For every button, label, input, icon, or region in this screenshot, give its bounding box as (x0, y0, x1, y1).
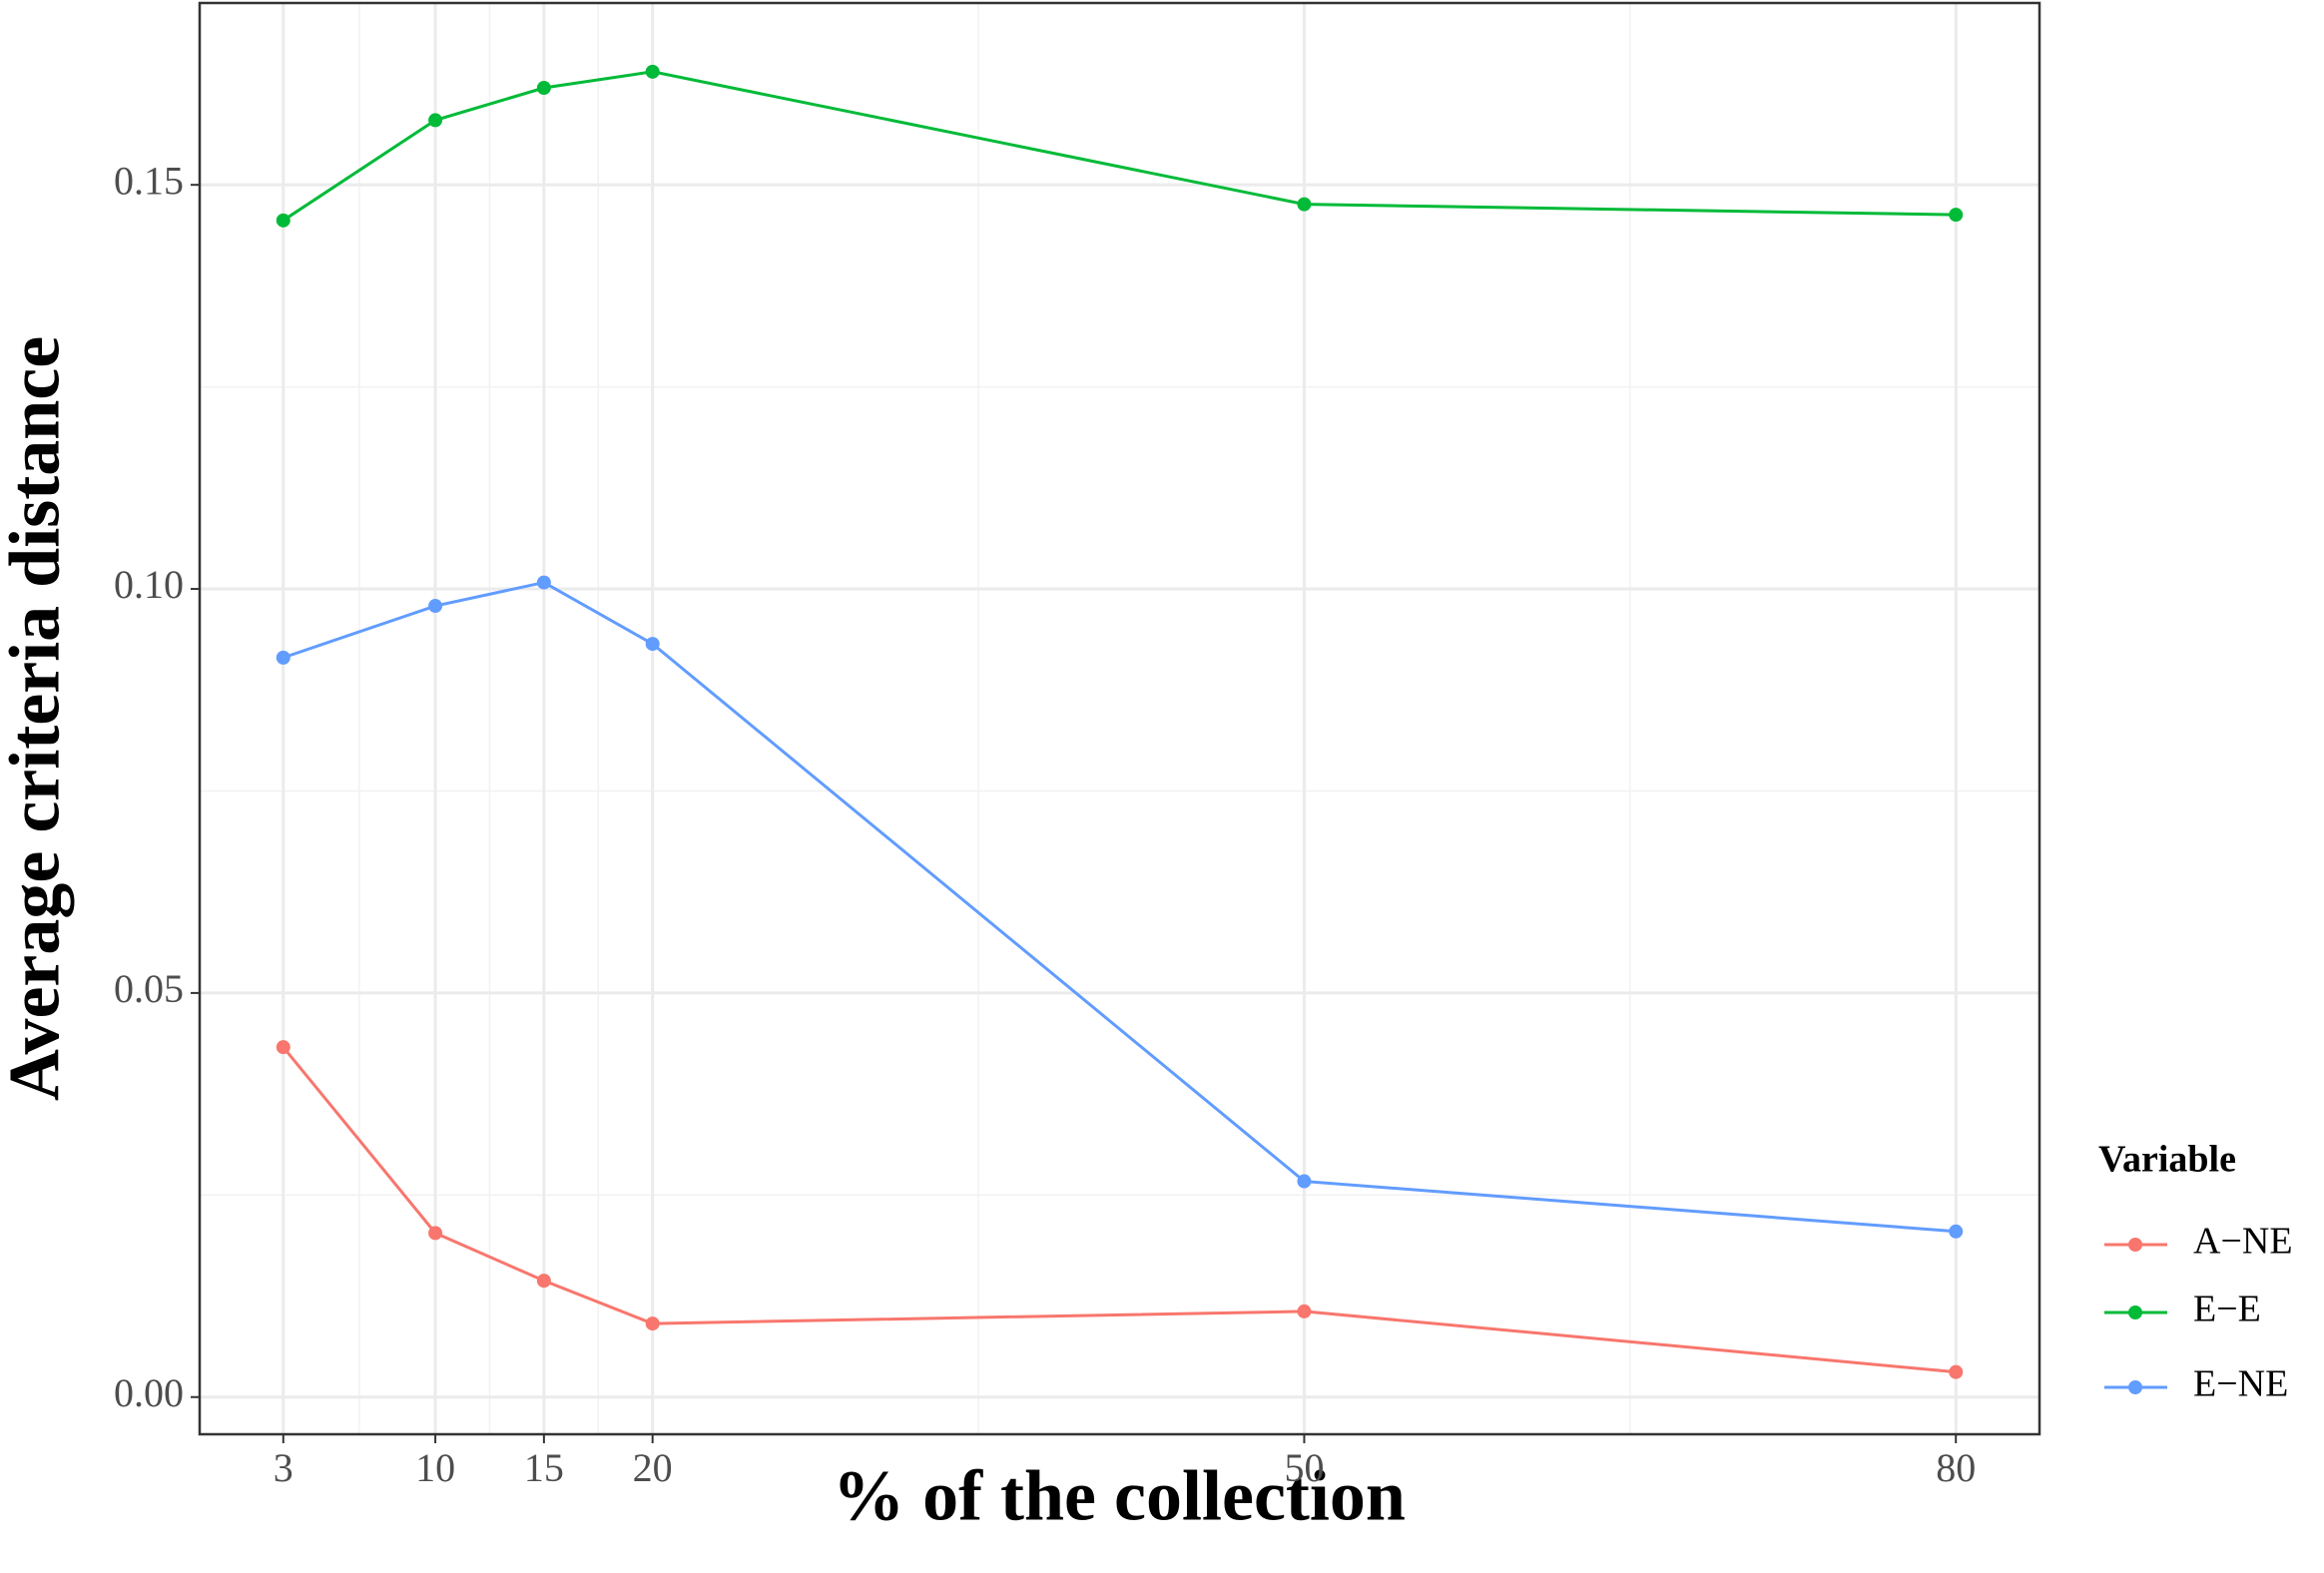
x-tick-label: 20 (633, 1445, 673, 1490)
point (1949, 1364, 1964, 1379)
series-line (282, 1046, 1957, 1374)
x-tick-label: 3 (274, 1445, 293, 1490)
x-tick-label: 80 (1936, 1445, 1976, 1490)
point (428, 113, 443, 128)
legend-label: E−E (2193, 1289, 2261, 1330)
series-line (282, 70, 1957, 223)
point (1297, 197, 1312, 212)
point (536, 575, 551, 590)
legend-swatch-point (2128, 1238, 2142, 1252)
legend-label: A−NE (2193, 1221, 2293, 1263)
point (1297, 1304, 1312, 1318)
point (276, 213, 290, 228)
y-tick-label: 0.15 (114, 158, 184, 203)
point (645, 1316, 660, 1331)
legend-title: Variable (2098, 1139, 2236, 1181)
point (428, 599, 443, 614)
point (536, 81, 551, 96)
y-tick-label: 0.05 (114, 966, 184, 1011)
x-tick-label: 10 (415, 1445, 455, 1490)
y-axis-title: Average criteria distance (0, 336, 75, 1101)
x-tick-label: 15 (524, 1445, 564, 1490)
point (645, 637, 660, 652)
point (1949, 208, 1964, 223)
y-tick-label: 0.00 (114, 1370, 184, 1415)
point (1297, 1174, 1312, 1189)
x-tick-label: 50 (1284, 1445, 1324, 1490)
point (1949, 1224, 1964, 1239)
series-line (283, 580, 1957, 1234)
legend-swatch-point (2128, 1380, 2142, 1394)
legend-swatch-point (2128, 1306, 2142, 1319)
y-tick-label: 0.10 (114, 562, 184, 607)
point (645, 64, 660, 79)
legend-label: E−NE (2193, 1363, 2288, 1405)
point (276, 1040, 290, 1055)
x-axis-title: % of the collection (833, 1456, 1406, 1536)
point (536, 1274, 551, 1289)
point (276, 650, 290, 665)
panel-border (198, 1, 2041, 1436)
point (428, 1226, 443, 1241)
